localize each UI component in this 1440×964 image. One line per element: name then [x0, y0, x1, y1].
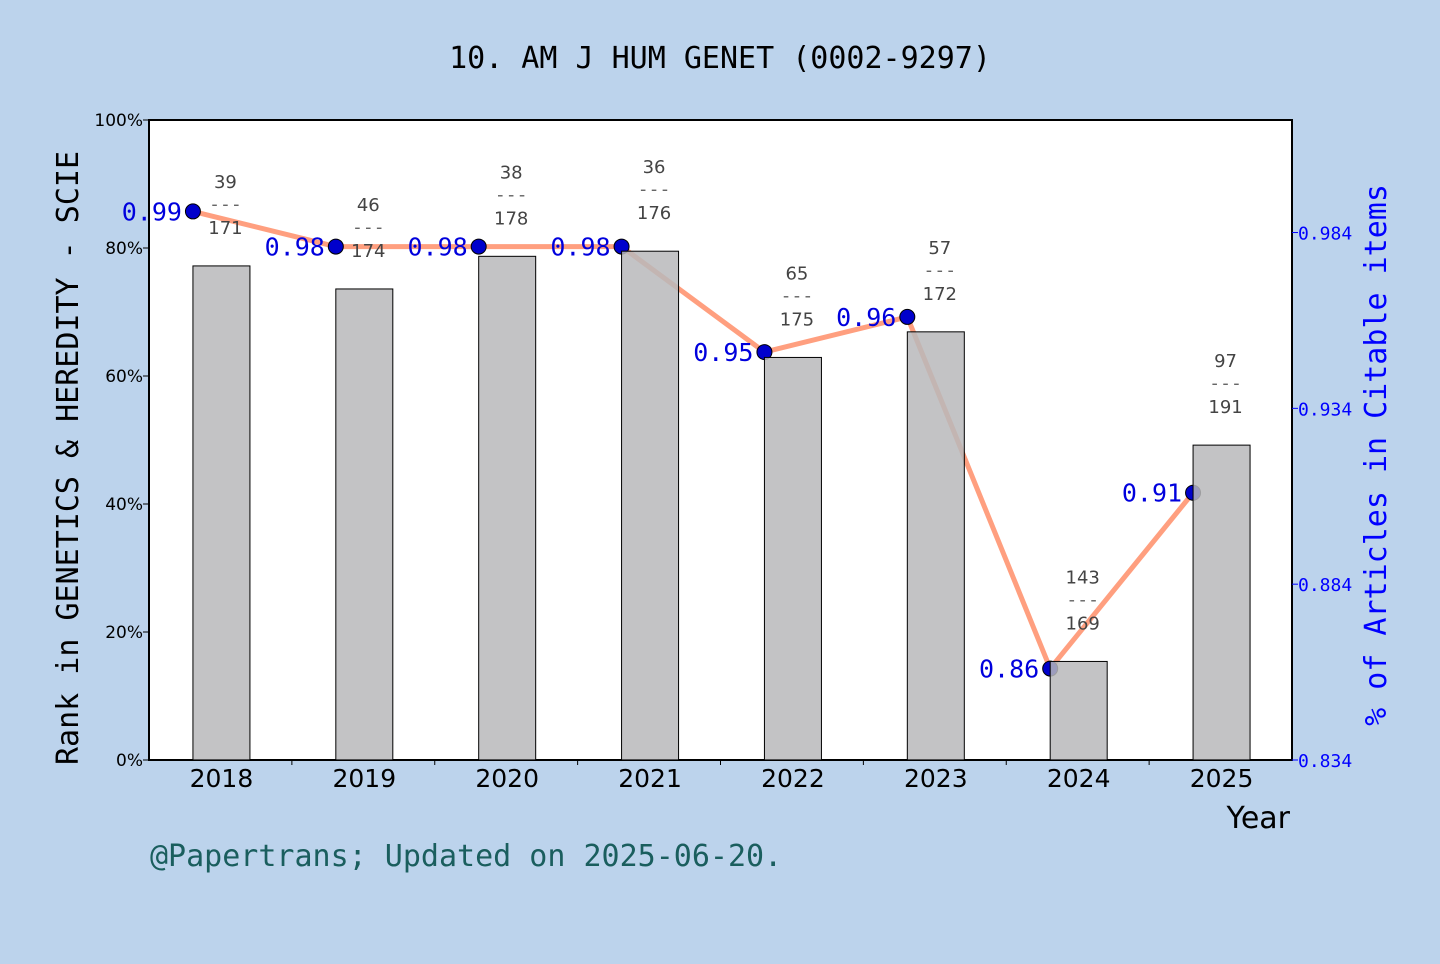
footer-credit: @Papertrans; Updated on 2025-06-20.	[150, 839, 782, 874]
bar-divider-label: ---	[1209, 373, 1242, 394]
bar	[192, 265, 251, 761]
bar	[478, 255, 537, 761]
bar	[763, 356, 822, 761]
bar	[1192, 444, 1251, 761]
bar-divider-label: ---	[209, 194, 242, 215]
bar-total-label: 178	[494, 208, 528, 229]
plot-area	[148, 119, 1293, 761]
bar-rank-label: 65	[785, 263, 808, 284]
bar-divider-label: ---	[781, 285, 814, 306]
y2-tick-label: 0.934	[1298, 399, 1352, 420]
bar-total-label: 174	[351, 241, 385, 262]
line-value-label: 0.96	[836, 303, 896, 332]
y2-tick-label: 0.834	[1298, 751, 1352, 772]
line-value-label: 0.98	[407, 233, 467, 262]
bar-divider-label: ---	[352, 217, 385, 238]
y-tick-label: 100%	[94, 111, 143, 131]
line-value-label: 0.86	[979, 655, 1039, 684]
bar-rank-label: 143	[1066, 567, 1100, 588]
line-marker	[899, 308, 916, 325]
y-tick-label: 40%	[105, 495, 143, 515]
line-value-label: 0.98	[550, 233, 610, 262]
y-axis-label: Rank in GENETICS & HEREDITY - SCIE	[51, 151, 86, 765]
chart-title: 10. AM J HUM GENET (0002-9297)	[449, 41, 991, 76]
x-tick-label: 2023	[904, 764, 968, 793]
line-marker	[184, 203, 201, 220]
bar-total-label: 191	[1208, 397, 1242, 418]
bar-rank-label: 38	[500, 162, 523, 183]
bar	[621, 250, 680, 761]
bar-total-label: 169	[1066, 613, 1100, 634]
x-tick-label: 2020	[475, 764, 539, 793]
y-tick-label: 80%	[105, 239, 143, 259]
y2-tick-label: 0.984	[1298, 224, 1352, 245]
line-series	[192, 209, 1196, 674]
bar-total-label: 176	[637, 203, 671, 224]
x-axis-label: Year	[1225, 801, 1290, 836]
bar-total-label: 175	[780, 309, 814, 330]
x-tick-label: 2025	[1190, 764, 1254, 793]
bar-total-label: 172	[923, 284, 957, 305]
bar-rank-label: 36	[643, 157, 666, 178]
bar-rank-label: 39	[214, 172, 237, 193]
bar-divider-label: ---	[638, 179, 671, 200]
x-tick-label: 2022	[761, 764, 825, 793]
x-tick-label: 2024	[1047, 764, 1111, 793]
bar-rank-label: 57	[928, 238, 951, 259]
bar	[906, 331, 965, 761]
bar-rank-label: 97	[1214, 351, 1237, 372]
line-value-label: 0.95	[693, 338, 753, 367]
bar	[335, 288, 394, 761]
bar-total-label: 171	[208, 218, 242, 239]
y2-tick-label: 0.884	[1298, 575, 1352, 596]
y-tick-label: 60%	[105, 367, 143, 387]
x-tick-label: 2018	[190, 764, 254, 793]
bar-divider-label: ---	[924, 260, 957, 281]
x-tick-label: 2019	[333, 764, 397, 793]
y-tick-label: 20%	[105, 623, 143, 643]
bar-rank-label: 46	[357, 195, 380, 216]
bar-divider-label: ---	[495, 184, 528, 205]
line-value-label: 0.91	[1122, 479, 1182, 508]
line-marker	[327, 238, 344, 255]
line-value-label: 0.99	[122, 197, 182, 226]
y2-axis-label: % of Articles in Citable items	[1359, 184, 1394, 726]
bar	[1049, 660, 1108, 761]
y-tick-label: 0%	[116, 751, 143, 771]
line-value-label: 0.98	[265, 233, 325, 262]
line-marker	[470, 238, 487, 255]
bar-divider-label: ---	[1066, 589, 1099, 610]
x-tick-label: 2021	[618, 764, 682, 793]
